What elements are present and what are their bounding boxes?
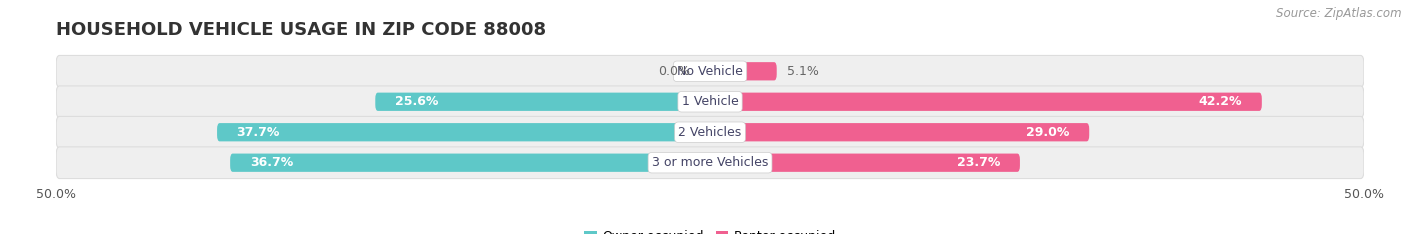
Text: 23.7%: 23.7% <box>957 156 1000 169</box>
Text: 0.0%: 0.0% <box>658 65 690 78</box>
Text: 1 Vehicle: 1 Vehicle <box>682 95 738 108</box>
FancyBboxPatch shape <box>375 93 710 111</box>
Text: 25.6%: 25.6% <box>395 95 439 108</box>
Text: 29.0%: 29.0% <box>1026 126 1070 139</box>
Legend: Owner-occupied, Renter-occupied: Owner-occupied, Renter-occupied <box>579 225 841 234</box>
Text: HOUSEHOLD VEHICLE USAGE IN ZIP CODE 88008: HOUSEHOLD VEHICLE USAGE IN ZIP CODE 8800… <box>56 21 547 39</box>
Text: 3 or more Vehicles: 3 or more Vehicles <box>652 156 768 169</box>
FancyBboxPatch shape <box>710 62 776 80</box>
FancyBboxPatch shape <box>217 123 710 141</box>
Text: 37.7%: 37.7% <box>236 126 280 139</box>
Text: 42.2%: 42.2% <box>1199 95 1243 108</box>
Text: Source: ZipAtlas.com: Source: ZipAtlas.com <box>1277 7 1402 20</box>
FancyBboxPatch shape <box>56 116 1364 148</box>
FancyBboxPatch shape <box>56 86 1364 118</box>
Text: 2 Vehicles: 2 Vehicles <box>679 126 741 139</box>
FancyBboxPatch shape <box>710 93 1261 111</box>
Text: 36.7%: 36.7% <box>250 156 292 169</box>
FancyBboxPatch shape <box>710 154 1019 172</box>
Text: 5.1%: 5.1% <box>787 65 820 78</box>
FancyBboxPatch shape <box>56 147 1364 179</box>
Text: No Vehicle: No Vehicle <box>678 65 742 78</box>
FancyBboxPatch shape <box>710 123 1090 141</box>
FancyBboxPatch shape <box>231 154 710 172</box>
FancyBboxPatch shape <box>56 55 1364 87</box>
